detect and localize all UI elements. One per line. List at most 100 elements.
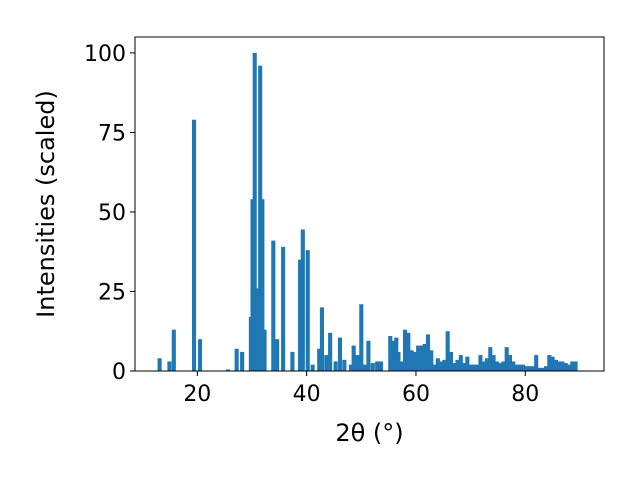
bar: [399, 361, 404, 371]
bar: [310, 364, 315, 371]
bar: [468, 364, 473, 371]
x-axis-ticks: 20 40 60 80: [183, 371, 539, 407]
bar: [514, 364, 519, 371]
bar: [412, 351, 417, 371]
bar: [240, 351, 245, 371]
bar: [167, 361, 172, 371]
bar: [504, 347, 509, 371]
bar: [498, 363, 503, 371]
y-tick-label: 100: [84, 42, 126, 67]
bar: [537, 367, 542, 371]
y-tick-label: 0: [112, 360, 126, 385]
bar: [298, 259, 303, 371]
bar: [557, 361, 562, 371]
x-tick-label: 20: [183, 382, 211, 407]
bar: [471, 364, 476, 371]
bar: [429, 350, 434, 371]
bar: [452, 363, 457, 371]
bar: [530, 366, 535, 371]
bar: [359, 304, 364, 371]
bar: [573, 361, 578, 371]
bar: [491, 355, 496, 371]
bar: [328, 332, 333, 371]
bar: [455, 359, 460, 371]
bar: [324, 355, 329, 371]
bar: [439, 361, 444, 371]
bar: [507, 355, 513, 371]
bar: [521, 364, 526, 371]
bar: [481, 361, 486, 371]
bar: [375, 361, 380, 371]
bar: [547, 355, 552, 371]
bar: [488, 347, 493, 371]
bar: [435, 358, 440, 371]
bar: [378, 361, 384, 371]
bar: [448, 351, 453, 371]
bar: [406, 332, 411, 371]
bar: [560, 361, 565, 371]
bar: [416, 345, 421, 371]
bar: [563, 363, 568, 371]
bar: [250, 199, 255, 371]
bar: [225, 369, 230, 371]
bar: [252, 52, 257, 372]
bar: [419, 345, 424, 371]
x-tick-label: 60: [402, 382, 430, 407]
bar: [445, 331, 450, 371]
bar: [391, 340, 396, 371]
bar: [319, 307, 324, 371]
bar: [465, 356, 470, 371]
bar: [198, 339, 203, 371]
bar: [394, 337, 399, 371]
y-tick-label: 25: [98, 280, 126, 305]
bar: [550, 356, 555, 371]
y-axis-ticks: 0 25 50 75 100: [84, 42, 135, 385]
bar: [342, 359, 347, 371]
bar: [348, 364, 353, 371]
bar: [333, 361, 338, 371]
bar: [442, 359, 447, 371]
x-tick-label: 40: [293, 382, 321, 407]
bar: [478, 355, 483, 371]
bar: [275, 339, 280, 371]
bar: [566, 364, 572, 371]
y-tick-label: 50: [98, 201, 126, 226]
bar: [255, 288, 260, 371]
bar: [362, 364, 367, 371]
bar: [527, 366, 532, 371]
bar: [422, 343, 427, 371]
x-tick-label: 80: [511, 382, 539, 407]
bar: [351, 345, 356, 371]
bar: [366, 340, 371, 371]
x-axis-label: 2θ (°): [335, 419, 403, 447]
bar: [534, 355, 539, 371]
y-tick-label: 75: [98, 121, 126, 146]
bar: [281, 246, 286, 371]
bar: [544, 366, 549, 371]
bar: [402, 329, 408, 371]
bar: [511, 361, 516, 371]
bar: [317, 348, 322, 371]
bar: [171, 329, 176, 371]
bar: [191, 119, 197, 371]
plot-frame: [134, 36, 605, 372]
bar: [234, 348, 239, 371]
bar: [409, 350, 414, 371]
bar: [458, 355, 463, 371]
bar: [540, 367, 545, 371]
bar: [570, 361, 575, 371]
bar: [305, 250, 310, 371]
bar: [300, 229, 305, 371]
bar: [337, 337, 343, 371]
bar: [494, 361, 499, 371]
bar: [396, 351, 401, 371]
bar: [355, 355, 360, 371]
bar: [462, 363, 467, 371]
bar: [388, 336, 393, 371]
bar: [432, 364, 437, 371]
y-axis-label: Intensities (scaled): [32, 90, 60, 318]
bar: [370, 363, 375, 371]
bar: [271, 240, 276, 371]
bars-group: [157, 52, 578, 372]
